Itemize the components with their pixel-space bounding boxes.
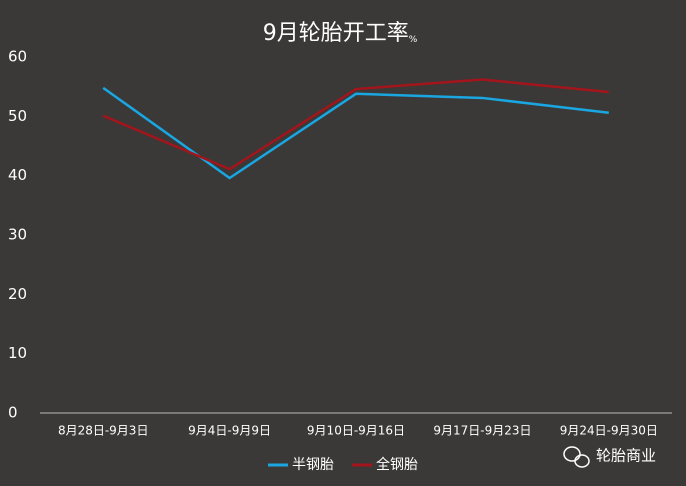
legend-label: 全钢胎: [376, 456, 418, 473]
series-line: [102, 78, 609, 171]
series-line: [102, 86, 609, 180]
y-tick-label: 40: [8, 166, 27, 184]
x-tick-label: 9月4日-9月9日: [188, 424, 271, 438]
watermark-icon: [563, 446, 590, 468]
y-tick-label: 50: [8, 107, 27, 125]
y-tick-label: 20: [8, 285, 27, 303]
x-tick-label: 9月17日-9月23日: [433, 424, 531, 438]
x-tick-label: 8月28日-9月3日: [58, 424, 149, 438]
y-tick-label: 0: [8, 404, 18, 422]
x-tick-label: 9月24日-9月30日: [560, 424, 658, 438]
y-tick-label: 60: [8, 48, 27, 66]
y-tick-label: 30: [8, 226, 27, 244]
watermark: 轮胎商业: [596, 447, 656, 465]
title-text: 9月轮胎开工率: [263, 21, 409, 46]
title-unit: %: [409, 35, 418, 45]
y-tick-label: 10: [8, 344, 27, 362]
legend-label: 半钢胎: [292, 457, 334, 473]
x-tick-label: 9月10日-9月16日: [307, 424, 405, 438]
chart-title: 9月轮胎开工率%: [263, 21, 418, 46]
